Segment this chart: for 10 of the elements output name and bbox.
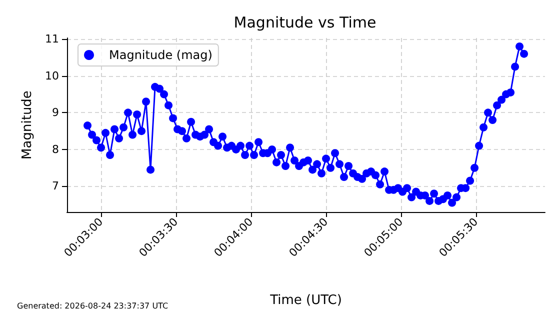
- y-tick-label: 11: [45, 32, 59, 46]
- y-tick-label: 9: [52, 106, 59, 120]
- y-tick-label: 8: [52, 142, 59, 156]
- y-axis-title: Magnitude: [20, 90, 36, 160]
- text: Generated: 2026-08-24 23:37:37 UTC: [17, 302, 168, 310]
- chart-title: Magnitude vs Time: [234, 14, 376, 32]
- x-axis-title: Time (UTC): [269, 293, 342, 308]
- legend-label: Magnitude (mag): [109, 48, 212, 62]
- y-tick-label: 7: [52, 180, 59, 193]
- y-tick-label: 10: [45, 69, 59, 82]
